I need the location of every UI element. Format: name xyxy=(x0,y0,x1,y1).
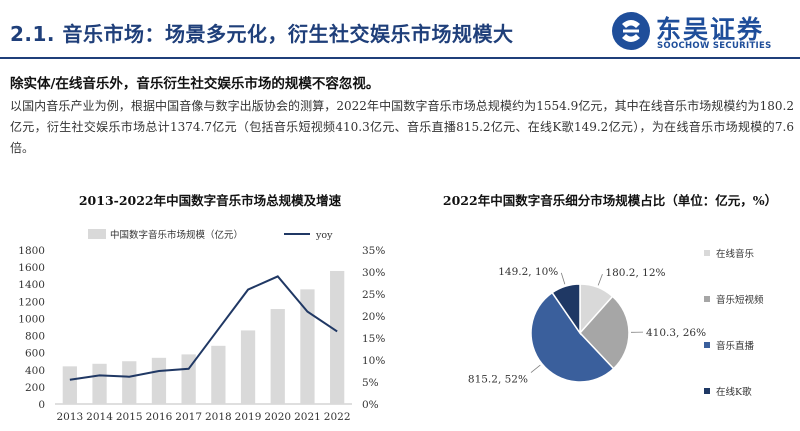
y-left-tick-label: 200 xyxy=(25,382,45,394)
y-right-tick-label: 25% xyxy=(362,289,385,301)
legend-swatch xyxy=(704,342,710,348)
legend-label: 音乐直播 xyxy=(716,340,755,352)
header-divider xyxy=(0,57,800,59)
pie-data-label: 815.2, 52% xyxy=(468,374,528,386)
brand-logo: 东吴证券 SOOCHOW SECURITIES xyxy=(612,8,792,54)
x-tick-label: 2013 xyxy=(56,411,83,423)
bar xyxy=(92,363,107,404)
y-left-tick-label: 1800 xyxy=(18,245,45,257)
legend-label: 在线音乐 xyxy=(716,248,755,260)
x-tick-label: 2022 xyxy=(324,411,351,423)
x-tick-label: 2021 xyxy=(294,411,321,423)
yoy-line xyxy=(69,275,338,381)
y-left-tick-label: 0 xyxy=(38,399,45,411)
pie-leader-line xyxy=(530,364,541,373)
x-tick-label: 2016 xyxy=(146,411,173,423)
logo-mark-icon xyxy=(612,12,650,50)
legend-swatch xyxy=(704,296,710,302)
pie-leader-line xyxy=(560,272,566,285)
pie-data-label: 180.2, 12% xyxy=(605,267,665,279)
y-right-tick-label: 10% xyxy=(362,355,385,367)
x-tick-label: 2019 xyxy=(235,411,262,423)
bar xyxy=(300,289,315,404)
y-left-tick-label: 600 xyxy=(25,348,45,360)
y-left-tick-label: 400 xyxy=(25,365,45,377)
legend-label: 音乐短视频 xyxy=(716,294,764,306)
y-left-tick-label: 1000 xyxy=(18,313,45,325)
logo-text-en: SOOCHOW SECURITIES xyxy=(657,41,772,51)
legend-bar-label: 中国数字音乐市场规模（亿元） xyxy=(110,229,243,241)
y-right-tick-label: 15% xyxy=(362,333,385,345)
bar xyxy=(240,330,256,404)
x-tick-label: 2018 xyxy=(205,411,232,423)
y-right-tick-label: 5% xyxy=(362,377,379,389)
y-left-tick-label: 800 xyxy=(25,331,45,343)
y-left-tick-label: 1400 xyxy=(18,279,45,291)
y-left-tick-label: 1200 xyxy=(18,296,45,308)
bar xyxy=(151,357,167,404)
logo-text-cn: 东吴证券 xyxy=(656,15,765,44)
legend-swatch xyxy=(704,388,710,394)
x-tick-label: 2020 xyxy=(264,411,291,423)
y-right-tick-label: 0% xyxy=(362,399,379,411)
pie-data-label: 410.3, 26% xyxy=(646,327,706,339)
pie-slice xyxy=(530,291,615,383)
pie-leader-line xyxy=(597,273,603,286)
bar xyxy=(330,270,345,404)
x-tick-label: 2017 xyxy=(175,411,202,423)
y-left-tick-label: 1600 xyxy=(18,262,45,274)
bar xyxy=(181,354,196,404)
header: 2.1. 音乐市场：场景多元化，衍生社交娱乐市场规模大 东吴证券 SOOCHOW… xyxy=(0,0,800,59)
legend-line-label: yoy xyxy=(315,230,333,241)
bar xyxy=(122,361,137,404)
pie-slice xyxy=(578,295,630,370)
body-paragraph: 以国内音乐产业为例，根据中国音像与数字出版协会的测算，2022年中国数字音乐市场… xyxy=(10,99,794,155)
x-tick-label: 2015 xyxy=(116,411,143,423)
bar xyxy=(211,345,226,404)
pie-chart-title: 2022年中国数字音乐细分市场规模占比（单位：亿元，%） xyxy=(442,193,778,208)
bar-chart-title: 2013-2022年中国数字音乐市场总规模及增速 xyxy=(78,193,342,208)
y-right-tick-label: 20% xyxy=(362,311,385,323)
legend-bar-swatch xyxy=(88,229,106,239)
x-tick-label: 2014 xyxy=(86,411,113,423)
legend-label: 在线K歌 xyxy=(716,386,752,398)
pie-slice xyxy=(551,283,581,336)
legend-swatch xyxy=(704,250,710,256)
y-right-tick-label: 30% xyxy=(362,267,385,279)
bar xyxy=(62,366,77,404)
page-title: 2.1. 音乐市场：场景多元化，衍生社交娱乐市场规模大 xyxy=(10,22,514,46)
bar xyxy=(270,309,285,404)
lead-sentence: 除实体/在线音乐外，音乐衍生社交娱乐市场的规模不容忽视。 xyxy=(10,76,380,92)
pie-data-label: 149.2, 10% xyxy=(498,266,558,278)
y-right-tick-label: 35% xyxy=(362,245,385,257)
